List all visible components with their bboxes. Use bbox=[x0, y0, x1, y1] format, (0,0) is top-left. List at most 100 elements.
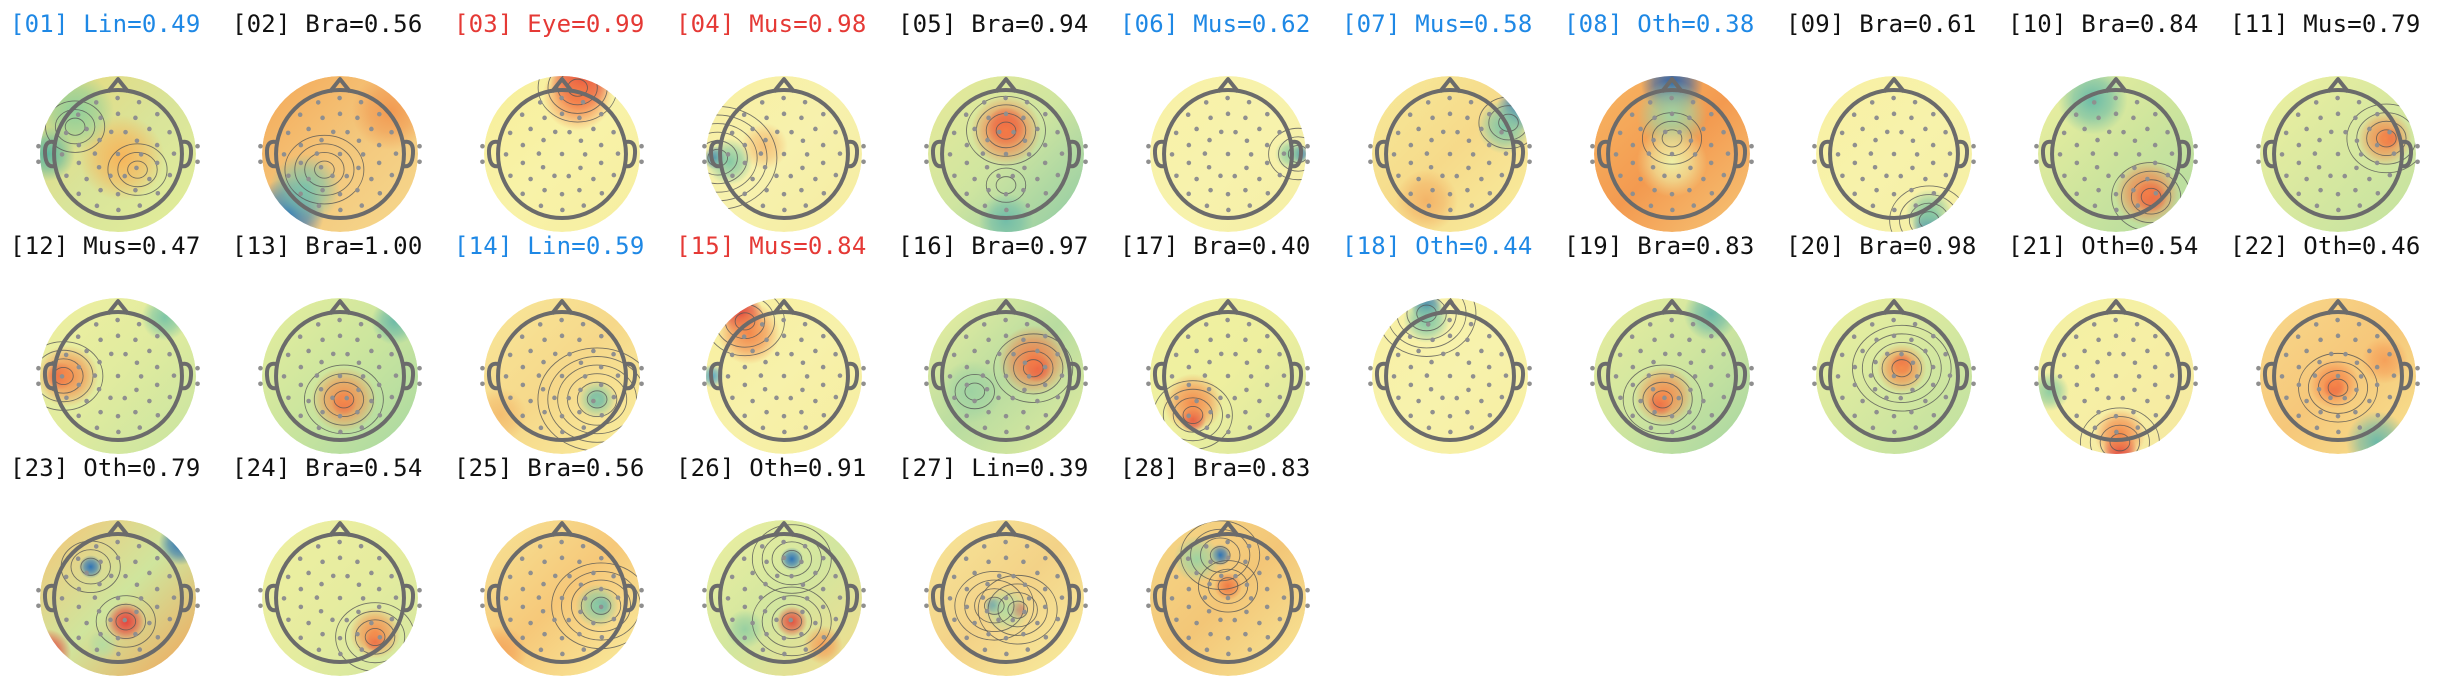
sensor-dot bbox=[1208, 559, 1213, 565]
sensor-dot bbox=[559, 151, 565, 157]
sensor-dot bbox=[122, 617, 128, 623]
sensor-dot bbox=[1469, 425, 1475, 430]
component-class: Lin bbox=[527, 232, 572, 260]
sensor-dot bbox=[508, 173, 513, 179]
sensor-dot bbox=[964, 604, 970, 610]
sensor-dot bbox=[1648, 425, 1654, 431]
sensor-dot bbox=[725, 152, 731, 157]
component-label: [18] Oth=0.44 bbox=[1342, 232, 1533, 260]
right-ear-marker bbox=[401, 139, 416, 169]
sensor-dot bbox=[369, 620, 374, 626]
sensor-dot bbox=[781, 373, 787, 379]
scalp-topomap bbox=[480, 76, 644, 232]
sensor-dot bbox=[320, 115, 325, 121]
sensor-dot bbox=[611, 172, 617, 178]
sensor-dot bbox=[115, 539, 120, 545]
right-ear-marker bbox=[623, 583, 638, 613]
field-peak bbox=[2038, 372, 2070, 412]
component-index: [26] bbox=[676, 454, 735, 482]
sensor-dot bbox=[2131, 115, 2136, 121]
component-index: [18] bbox=[1342, 232, 1401, 260]
component-panel: [26] Oth=0.91 bbox=[674, 452, 896, 676]
sensor-dot bbox=[538, 425, 544, 431]
sensor-dot bbox=[63, 352, 69, 358]
component-score: 0.47 bbox=[141, 232, 201, 260]
sensor-dot bbox=[1618, 395, 1623, 401]
sensor-dot bbox=[1083, 603, 1088, 609]
component-panel: [22] Oth=0.46 bbox=[2228, 230, 2438, 454]
sensor-dot bbox=[345, 129, 350, 135]
sensor-dot bbox=[2091, 322, 2097, 327]
component-score: 0.79 bbox=[2361, 10, 2421, 38]
sensor-dot bbox=[1669, 151, 1675, 157]
nose-marker bbox=[1216, 521, 1240, 537]
component-score: 0.97 bbox=[1029, 232, 1089, 260]
sensor-dot bbox=[598, 586, 604, 592]
sensor-dot bbox=[1479, 176, 1484, 182]
sensor-dot bbox=[134, 360, 140, 366]
sensor-dot bbox=[1701, 348, 1706, 354]
sensor-dot bbox=[1947, 151, 1953, 156]
sensor-dot bbox=[803, 203, 809, 208]
sensor-dot bbox=[581, 647, 587, 652]
sensor-dot bbox=[2165, 394, 2171, 400]
sensor-dot bbox=[1035, 620, 1040, 626]
sensor-dot bbox=[1243, 409, 1248, 415]
sensor-dot bbox=[93, 322, 99, 327]
sensor-dot bbox=[1218, 617, 1223, 623]
sensor-dot bbox=[528, 126, 533, 132]
sensor-dot bbox=[1225, 111, 1231, 117]
sensor-dot bbox=[611, 573, 616, 579]
sensor-dot bbox=[63, 574, 69, 580]
sensor-dot bbox=[337, 317, 342, 323]
sensor-dot bbox=[2136, 374, 2142, 379]
nose-marker bbox=[2104, 299, 2128, 315]
sensor-dot bbox=[742, 364, 748, 370]
sensor-dot bbox=[2096, 409, 2101, 415]
sensor-dot bbox=[1277, 616, 1283, 622]
sensor-dot bbox=[774, 617, 779, 623]
component-index: [20] bbox=[1786, 232, 1845, 260]
sensor-dot bbox=[258, 381, 263, 387]
sensor-dot bbox=[2152, 382, 2158, 388]
sensor-dot bbox=[813, 126, 818, 132]
sensor-dot bbox=[136, 543, 142, 549]
component-label: [19] Bra=0.83 bbox=[1564, 232, 1755, 260]
sensor-dot bbox=[154, 142, 160, 148]
sensor-dot bbox=[297, 556, 303, 561]
sensor-dot bbox=[1852, 191, 1857, 197]
sensor-dot bbox=[1233, 351, 1238, 357]
sensor-dot bbox=[742, 604, 748, 610]
right-ear-marker bbox=[2177, 361, 2192, 391]
sensor-dot bbox=[358, 543, 364, 549]
sensor-dot bbox=[1447, 95, 1452, 101]
sensor-dot bbox=[2096, 115, 2101, 121]
right-ear-marker bbox=[1511, 139, 1526, 169]
sensor-dot bbox=[2335, 317, 2340, 323]
sensor-dot bbox=[337, 111, 343, 117]
head-outline bbox=[274, 88, 406, 220]
component-index: [27] bbox=[898, 454, 957, 482]
sensor-dot bbox=[763, 359, 768, 365]
sensor-dot bbox=[358, 321, 364, 327]
sensor-dot bbox=[133, 409, 138, 415]
sensor-dot bbox=[2313, 322, 2319, 327]
sensor-dot bbox=[1891, 95, 1896, 101]
sensor-dot bbox=[1687, 409, 1692, 415]
head-outline bbox=[2272, 88, 2404, 220]
sensor-dot bbox=[134, 165, 139, 171]
sensor-dot bbox=[115, 595, 121, 601]
sensor-dot bbox=[1246, 99, 1252, 105]
sensor-dot bbox=[337, 635, 343, 641]
sensor-dot bbox=[981, 322, 987, 327]
field-peak bbox=[780, 547, 804, 571]
sensor-dot bbox=[298, 364, 304, 370]
sensor-dot bbox=[358, 99, 364, 105]
sensor-dot bbox=[1873, 137, 1878, 143]
component-panel: [02] Bra=0.56 bbox=[230, 8, 452, 232]
sensor-dot bbox=[84, 620, 89, 626]
sensor-dot bbox=[1186, 142, 1192, 148]
sensor-dot bbox=[759, 100, 765, 105]
right-ear-marker bbox=[1511, 361, 1526, 391]
left-ear-marker bbox=[1374, 361, 1389, 391]
